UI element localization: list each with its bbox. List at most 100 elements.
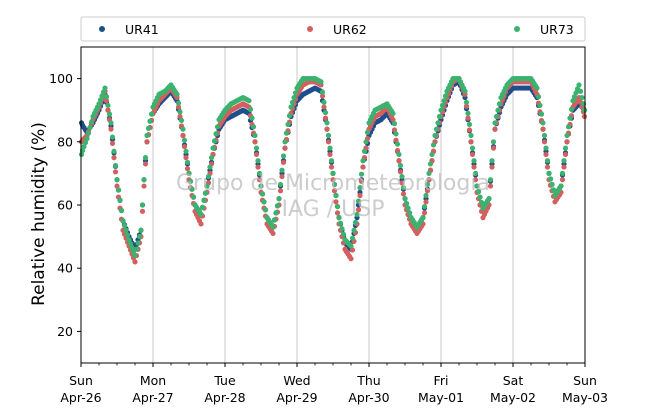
data-point	[246, 98, 252, 104]
data-point	[123, 227, 129, 233]
data-point	[325, 132, 332, 139]
data-point	[561, 164, 567, 170]
data-point	[148, 111, 155, 117]
data-point	[205, 173, 212, 180]
data-point	[261, 199, 267, 205]
data-point	[277, 188, 284, 194]
data-point	[142, 155, 149, 161]
data-point	[399, 173, 405, 180]
data-point	[175, 100, 182, 106]
data-point	[429, 151, 435, 158]
data-point	[357, 192, 363, 199]
data-point	[138, 227, 144, 233]
data-point	[565, 124, 572, 130]
data-point	[432, 132, 438, 139]
data-point	[277, 181, 284, 188]
data-point	[391, 121, 398, 127]
data-point	[106, 111, 113, 117]
data-point	[114, 177, 120, 183]
data-point	[394, 141, 401, 147]
data-point	[328, 158, 335, 164]
data-point	[187, 178, 194, 184]
data-point	[339, 226, 345, 232]
data-point	[577, 88, 584, 94]
data-point	[352, 219, 359, 225]
data-point	[292, 90, 299, 96]
data-point	[469, 151, 476, 158]
data-point	[253, 145, 260, 151]
data-point	[394, 147, 401, 154]
data-point	[430, 142, 437, 148]
data-point	[561, 158, 567, 164]
data-point	[184, 166, 191, 172]
data-point	[390, 117, 396, 123]
data-point	[462, 88, 468, 94]
data-point	[477, 194, 483, 200]
data-point	[544, 158, 551, 164]
data-point	[570, 98, 576, 104]
data-point	[400, 185, 407, 191]
data-point	[393, 131, 399, 137]
data-point	[177, 113, 183, 120]
data-point	[109, 134, 116, 140]
data-point	[540, 120, 546, 126]
watermark-line-1: Grupo de Micrometeorologia	[176, 171, 490, 196]
data-point	[340, 231, 347, 237]
y-axis: 20 40 60 80 100	[49, 71, 81, 339]
data-point	[283, 130, 290, 136]
y-tick-label: 100	[49, 71, 73, 86]
x-tick-date: Apr-29	[276, 390, 317, 405]
data-point	[255, 158, 261, 164]
data-point	[112, 169, 119, 175]
data-point	[291, 94, 297, 101]
data-point	[324, 126, 330, 132]
data-point	[199, 204, 206, 210]
data-point	[325, 139, 332, 145]
data-point	[334, 210, 341, 216]
data-point	[103, 98, 110, 104]
data-point	[465, 115, 471, 121]
x-tick-label: Sun May-03	[562, 373, 608, 405]
data-point	[562, 151, 569, 158]
data-point	[357, 185, 363, 191]
data-point	[474, 183, 480, 189]
data-point	[276, 196, 282, 202]
data-point	[132, 252, 138, 259]
x-tick-date: Apr-26	[60, 390, 101, 405]
data-point	[490, 145, 497, 151]
data-point	[471, 158, 477, 164]
data-point	[190, 194, 197, 200]
data-point	[208, 155, 215, 161]
data-point	[399, 180, 405, 186]
data-point	[436, 113, 443, 120]
data-point	[576, 82, 582, 88]
data-point	[333, 199, 339, 205]
data-point	[108, 126, 114, 132]
data-point	[258, 183, 264, 189]
data-point	[543, 145, 549, 151]
data-point	[439, 102, 446, 109]
data-point	[282, 145, 288, 151]
x-axis: Sun Apr-26 Mon Apr-27 Tue Apr-28 Wed Apr-29 Thu A…	[60, 363, 608, 405]
data-point	[492, 120, 498, 126]
data-point	[336, 215, 342, 221]
data-point	[423, 199, 429, 205]
data-point	[424, 188, 431, 194]
series-UR73	[78, 76, 588, 259]
data-point	[327, 145, 333, 151]
data-point	[364, 129, 371, 135]
data-point	[262, 207, 269, 213]
data-point	[438, 107, 444, 113]
data-point	[361, 148, 368, 154]
data-point	[489, 164, 495, 170]
data-point	[97, 97, 104, 103]
x-tick-label: Tue Apr-28	[204, 373, 245, 405]
data-point	[397, 169, 404, 175]
data-point	[210, 145, 216, 151]
data-point	[214, 124, 221, 130]
data-point	[88, 119, 95, 125]
data-point	[139, 202, 146, 208]
data-point	[334, 203, 341, 210]
data-point	[112, 162, 119, 169]
